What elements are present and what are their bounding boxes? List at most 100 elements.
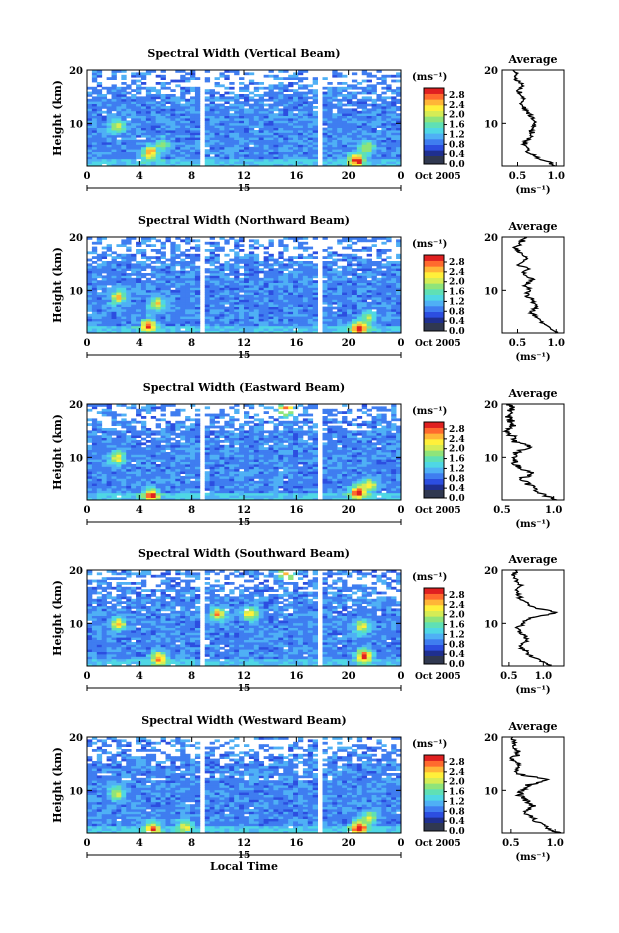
heatmap-cell (273, 328, 278, 331)
heatmap-cell (180, 106, 185, 109)
heatmap-cell (367, 285, 372, 288)
heatmap-cell (288, 128, 293, 131)
heatmap-cell (156, 445, 161, 448)
heatmap-cell (215, 302, 220, 305)
heatmap-cell (327, 321, 332, 324)
heatmap-cell (126, 445, 131, 448)
heatmap-cell (288, 113, 293, 116)
heatmap-cell (254, 254, 259, 257)
heatmap-cell (92, 428, 97, 431)
heatmap-cell (107, 304, 112, 307)
heatmap-cell (87, 152, 92, 155)
heatmap-cell (161, 280, 166, 283)
heatmap-cell (224, 147, 229, 150)
heatmap-cell (367, 156, 372, 159)
heatmap-cell (323, 321, 328, 324)
heatmap-cell (283, 132, 288, 135)
heatmap-cell (244, 280, 249, 283)
heatmap-cell (362, 89, 367, 92)
heatmap-cell (185, 290, 190, 293)
heatmap-cell (278, 323, 283, 326)
heatmap-cell (87, 287, 92, 290)
heatmap-cell (131, 285, 136, 288)
heatmap-cell (293, 149, 298, 152)
heatmap-cell (332, 149, 337, 152)
heatmap-cell (121, 450, 126, 453)
heatmap-cell (195, 266, 200, 269)
heatmap-cell (156, 311, 161, 314)
heatmap-cell (391, 266, 396, 269)
heatmap-cell (136, 120, 141, 123)
heatmap-cell (116, 459, 121, 462)
heatmap-cell (185, 120, 190, 123)
heatmap-cell (264, 266, 269, 269)
heatmap-cell (97, 471, 102, 474)
heatmap-cell (126, 116, 131, 119)
heatmap-cell (386, 287, 391, 290)
heatmap-cell (136, 411, 141, 414)
heatmap-cell (121, 144, 126, 147)
colorbar-swatch (424, 139, 444, 145)
heatmap-cell (342, 268, 347, 271)
heatmap-cell (166, 87, 171, 90)
heatmap-cell (166, 287, 171, 290)
heatmap-cell (170, 125, 175, 128)
heatmap-cell (190, 290, 195, 293)
heatmap-cell (278, 161, 283, 164)
heatmap-cell (372, 92, 377, 95)
heatmap-cell (362, 299, 367, 302)
heatmap-cell (166, 490, 171, 493)
heatmap-cell (126, 406, 131, 409)
heatmap-cell (195, 113, 200, 116)
heatmap-cell (254, 113, 259, 116)
heatmap-cell (126, 459, 131, 462)
colorbar-tick-label: 2.8 (449, 258, 465, 268)
heatmap-cell (219, 307, 224, 310)
heatmap-cell (386, 302, 391, 305)
heatmap-cell (264, 323, 269, 326)
heatmap-cell (337, 99, 342, 102)
heatmap-cell (288, 304, 293, 307)
heatmap-cell (107, 128, 112, 131)
heatmap-cell (269, 140, 274, 143)
heatmap-cell (313, 299, 318, 302)
heatmap-cell (175, 321, 180, 324)
heatmap-cell (219, 159, 224, 162)
heatmap-cell (239, 147, 244, 150)
heatmap-cell (170, 96, 175, 99)
heatmap-cell (92, 140, 97, 143)
colorbar-tick-label: 0.0 (449, 327, 465, 337)
heatmap-cell (283, 128, 288, 131)
heatmap-cell (298, 285, 303, 288)
heatmap-cell (391, 152, 396, 155)
heatmap-cell (357, 249, 362, 252)
heatmap-cell (195, 149, 200, 152)
heatmap-cell (97, 275, 102, 278)
heatmap-cell (112, 273, 117, 276)
heatmap-cell (215, 309, 220, 312)
heatmap-cell (215, 295, 220, 298)
heatmap-cell (107, 247, 112, 250)
heatmap-cell (362, 285, 367, 288)
heatmap-cell (146, 159, 151, 162)
heatmap-cell (362, 118, 367, 121)
heatmap-cell (102, 481, 107, 484)
heatmap-cell (156, 469, 161, 472)
heatmap-cell (97, 411, 102, 414)
heatmap-cell (264, 120, 269, 123)
heatmap-cell (175, 125, 180, 128)
heatmap-cell (323, 92, 328, 95)
heatmap-cell (259, 94, 264, 97)
heatmap-cell (337, 292, 342, 295)
heatmap-cell (234, 106, 239, 109)
heatmap-cell (219, 292, 224, 295)
heatmap-cell (131, 299, 136, 302)
heatmap-cell (308, 328, 313, 331)
heatmap-cell (313, 280, 318, 283)
heatmap-cell (219, 316, 224, 319)
heatmap-cell (136, 106, 141, 109)
heatmap-cell (112, 450, 117, 453)
heatmap-cell (121, 302, 126, 305)
heatmap-cell (112, 268, 117, 271)
heatmap-cell (327, 87, 332, 90)
